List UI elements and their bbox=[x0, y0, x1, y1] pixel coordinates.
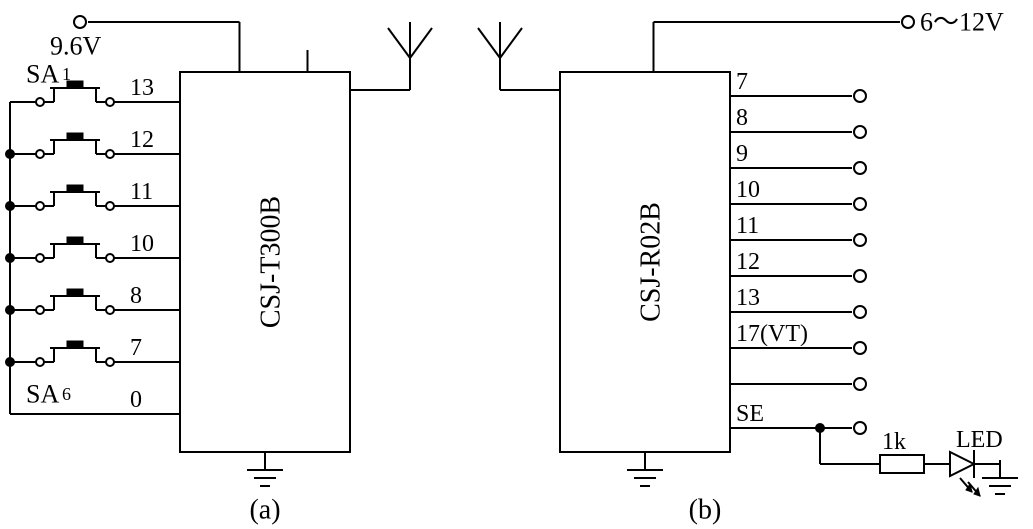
switch-label-bottom: SA bbox=[26, 380, 59, 409]
pin-label: 8 bbox=[736, 105, 748, 131]
pin-label: 7 bbox=[130, 335, 142, 361]
pin-label: 12 bbox=[736, 249, 760, 275]
receiver-circuit: CSJ-R02B 6～12V 7 8 9 10 11 12 13 17(VT) SE 1k LED (b) bbox=[478, 8, 1018, 526]
pin-label: 12 bbox=[130, 127, 154, 153]
switch-sub-bottom: 6 bbox=[62, 384, 71, 404]
pin-label: 0 bbox=[130, 387, 142, 413]
pin-label: 8 bbox=[130, 283, 142, 309]
resistor bbox=[880, 455, 924, 473]
pin-label: 17(VT) bbox=[736, 321, 808, 347]
caption-b: (b) bbox=[689, 495, 722, 526]
transmitter-circuit: CSJ-T300B9.6V13121110870SA1SA6(a) bbox=[6, 16, 432, 526]
pin-se-label: SE bbox=[736, 401, 764, 427]
pin-label: 10 bbox=[736, 177, 760, 203]
led-label: LED bbox=[956, 427, 1003, 453]
switch-sub-top: 1 bbox=[62, 64, 71, 84]
pin-label: 10 bbox=[130, 231, 154, 257]
resistor-label: 1k bbox=[882, 429, 906, 455]
pin-label: 13 bbox=[130, 75, 154, 101]
chip-label: CSJ-T300B bbox=[256, 196, 287, 328]
chip-label: CSJ-R02B bbox=[636, 202, 667, 322]
caption-a: (a) bbox=[249, 495, 280, 526]
vcc-label: 9.6V bbox=[50, 32, 102, 61]
pin-label: 9 bbox=[736, 141, 748, 167]
pin-label: 11 bbox=[736, 213, 759, 239]
pin-label: 11 bbox=[130, 179, 153, 205]
switch-label-top: SA bbox=[26, 60, 59, 89]
vcc-label: 6～12V bbox=[920, 8, 1004, 37]
pin-label: 13 bbox=[736, 285, 760, 311]
led-icon bbox=[950, 452, 974, 476]
pin-label: 7 bbox=[736, 69, 748, 95]
